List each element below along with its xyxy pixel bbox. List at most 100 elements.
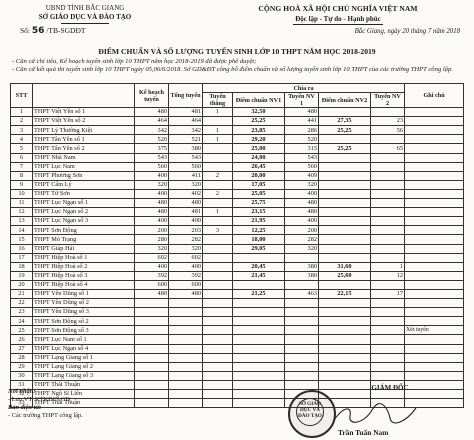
- row-stt: 5: [10, 143, 33, 154]
- row-direct: [202, 143, 233, 154]
- row-nv1-count: 480: [284, 198, 319, 209]
- row-direct: [202, 161, 233, 172]
- row-plan: 200: [134, 225, 169, 236]
- row-note: [404, 152, 465, 163]
- table-row: 14 THPT Sơn Động 200 203 3 12,25 200: [10, 225, 465, 236]
- row-nv1-count: 200: [284, 225, 319, 236]
- row-plan: 320: [134, 179, 169, 190]
- table-row: 9 THPT Cẩm Lý 320 320 17,05 320: [10, 179, 465, 190]
- row-stt: 19: [10, 270, 33, 281]
- row-school: THPT Lục Nam: [32, 161, 135, 172]
- row-school: THPT Yên Dũng số 3: [32, 307, 135, 318]
- row-nv1-count: 380: [284, 270, 319, 281]
- row-note: [404, 388, 465, 400]
- row-nv2-score: [318, 188, 371, 200]
- row-nv1-count: 480: [284, 207, 319, 218]
- row-total: 543: [168, 152, 203, 163]
- row-nv1-score: 21,45: [232, 270, 285, 281]
- row-nv1-count: 480: [284, 107, 319, 118]
- row-direct: 1: [202, 134, 233, 145]
- doc-number-suffix: /TB-SGDĐT: [46, 26, 86, 35]
- nation-name: CỘNG HOÀ XÃ HỘI CHỦ NGHĨA VIỆT NAM: [258, 4, 418, 13]
- row-total: 342: [168, 125, 203, 136]
- row-note: [404, 379, 465, 391]
- row-nv1-score: 25,05: [232, 188, 285, 200]
- table-row: 20 THPT Hiệp Hoà số 4 600 600: [10, 279, 465, 290]
- row-stt: 27: [10, 343, 33, 354]
- row-stt: 14: [10, 225, 33, 236]
- row-direct: [202, 234, 233, 245]
- row-stt: 23: [10, 307, 33, 318]
- row-nv2-score: 25,60: [318, 270, 371, 281]
- row-note: [404, 252, 465, 263]
- table-row: 28 THPT Lạng Giang số 1: [10, 352, 465, 363]
- row-nv1-count: [284, 298, 319, 309]
- row-nv2-count: [369, 352, 406, 363]
- handwritten-signature: [333, 403, 417, 424]
- table-row: 22 THPT Yên Dũng số 2: [10, 298, 465, 309]
- row-total: 481: [168, 207, 203, 218]
- row-note: [404, 161, 465, 172]
- row-nv2-count: [369, 188, 406, 200]
- row-direct: 3: [202, 225, 233, 236]
- row-school: THPT Tân Yên số 2: [32, 143, 135, 154]
- table-row: 17 THPT Hiệp Hoà số 1 602 602: [10, 252, 465, 263]
- row-stt: 4: [10, 134, 33, 145]
- row-nv2-count: [369, 134, 406, 145]
- row-stt: 7: [10, 161, 33, 172]
- row-school: THPT Lục Ngạn số 2: [32, 207, 135, 218]
- row-nv1-score: 32,50: [232, 107, 285, 118]
- row-nv2-score: [318, 107, 371, 118]
- row-nv2-score: 25,25: [318, 125, 371, 136]
- table-row: 2 THPT Việt Yên số 2 464 464 25,25 441 27,35 23: [10, 116, 465, 127]
- row-stt: 8: [10, 170, 33, 181]
- row-nv2-score: [318, 152, 371, 163]
- row-nv1-count: 543: [284, 152, 319, 163]
- national-motto: Độc lập - Tự do - Hạnh phúc: [295, 15, 381, 23]
- row-total: [168, 334, 203, 345]
- row-stt: 11: [10, 198, 33, 209]
- row-nv1-count: 320: [284, 243, 319, 254]
- row-nv1-count: 520: [284, 134, 319, 145]
- row-school: THPT Lục Nam số 1: [32, 334, 135, 345]
- row-direct: [202, 343, 233, 354]
- row-nv2-score: [318, 134, 371, 145]
- row-direct: [202, 298, 233, 309]
- doc-number-prefix: Số:: [20, 26, 31, 35]
- row-direct: 2: [202, 170, 233, 181]
- row-nv2-score: [318, 161, 371, 172]
- row-total: 411: [168, 170, 203, 181]
- row-nv1-count: 286: [284, 125, 319, 136]
- row-nv1-score: 24,00: [232, 152, 285, 163]
- row-nv2-count: [369, 161, 406, 172]
- row-nv2-count: 65: [369, 143, 406, 154]
- row-nv2-score: [318, 298, 371, 309]
- row-nv1-score: 26,45: [232, 161, 285, 172]
- row-nv1-score: [232, 352, 285, 363]
- row-nv1-count: 560: [284, 161, 319, 172]
- row-nv2-score: 22,15: [318, 288, 371, 300]
- row-direct: 1: [202, 125, 233, 136]
- row-nv2-count: 56: [369, 125, 406, 136]
- table-row: 18 THPT Hiệp Hoà số 2 400 400 20,45 380 31,60 1: [10, 261, 465, 272]
- row-note: [404, 398, 465, 409]
- signer-role: GIÁM ĐỐC: [371, 384, 409, 392]
- recipients-block: Nơi nhận: - Lưu VT, KTKĐCLGD. Bản điện t…: [8, 388, 208, 420]
- row-school: THPT Yên Dũng số 1: [32, 288, 135, 300]
- row-plan: 342: [134, 125, 169, 136]
- table-row: 26 THPT Lục Nam số 1: [10, 334, 465, 345]
- row-note: [404, 361, 465, 372]
- row-nv2-count: [369, 198, 406, 209]
- row-nv2-count: [369, 216, 406, 227]
- row-note: [404, 179, 465, 190]
- row-note: [404, 370, 465, 381]
- row-note: [404, 307, 465, 318]
- row-nv1-count: [284, 370, 319, 381]
- row-nv2-score: [318, 316, 371, 327]
- row-school: THPT Lý Thường Kiệt: [32, 125, 135, 136]
- row-stt: 15: [10, 234, 33, 245]
- row-nv2-score: [318, 179, 371, 190]
- table-row: 13 THPT Lục Ngạn số 3 400 400 21,95 400: [10, 216, 465, 227]
- row-nv2-score: [318, 279, 371, 290]
